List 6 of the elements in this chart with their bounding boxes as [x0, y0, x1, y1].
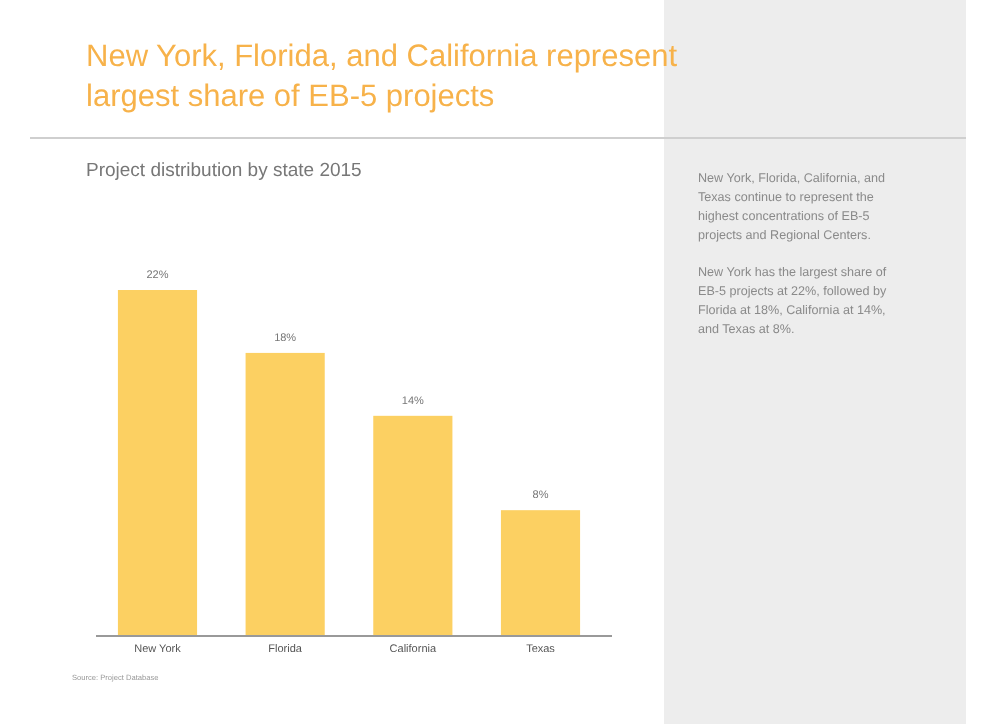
bar — [500, 510, 581, 636]
chart-subtitle: Project distribution by state 2015 — [86, 160, 362, 182]
bar — [373, 415, 453, 636]
bar — [245, 352, 325, 636]
chart-title: New York, Florida, and California represent largest share of EB-5 projects — [86, 40, 679, 114]
bar — [117, 290, 198, 636]
